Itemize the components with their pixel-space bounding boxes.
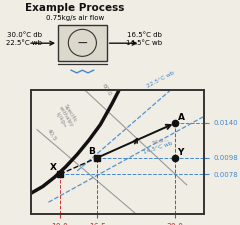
FancyBboxPatch shape	[58, 25, 107, 61]
Circle shape	[68, 29, 96, 56]
Text: 0.75kg/s air flow: 0.75kg/s air flow	[46, 15, 104, 21]
Text: 22.5°C wb: 22.5°C wb	[146, 70, 175, 88]
Text: A: A	[178, 113, 185, 122]
Text: Example Process: Example Process	[25, 3, 125, 13]
Text: 54.9...: 54.9...	[152, 137, 170, 146]
Text: 22.5°C wb: 22.5°C wb	[6, 40, 42, 46]
Text: 14.5°C wb: 14.5°C wb	[126, 40, 162, 46]
Text: 16.5°C db: 16.5°C db	[127, 32, 162, 38]
Text: X: X	[50, 164, 57, 173]
Text: −: −	[77, 36, 88, 50]
Text: Y: Y	[178, 148, 184, 157]
Text: 14.5°C wb: 14.5°C wb	[143, 141, 173, 155]
Text: 60.0: 60.0	[100, 83, 112, 97]
Text: Specific
enthalpy
kJ/kgₐₐ: Specific enthalpy kJ/kgₐₐ	[53, 102, 79, 131]
Text: B: B	[88, 147, 95, 156]
Text: 30.0°C db: 30.0°C db	[7, 32, 42, 38]
Text: 40.5: 40.5	[46, 128, 57, 142]
